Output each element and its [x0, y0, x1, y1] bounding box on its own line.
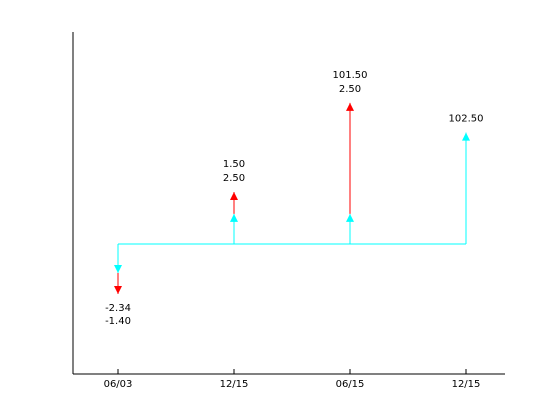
x-tick-label: 06/15 — [336, 379, 365, 390]
cash-flow-arrow — [114, 272, 122, 294]
value-label: 102.50 — [449, 114, 484, 125]
value-label: -1.40 — [105, 316, 131, 327]
x-tick-label: 06/03 — [104, 379, 133, 390]
cash-flow-arrow — [462, 132, 470, 244]
x-tick-label: 12/15 — [452, 379, 481, 390]
arrow-head — [346, 102, 354, 111]
value-label: -2.34 — [105, 303, 131, 314]
arrow-head — [230, 191, 238, 200]
cash-flow-arrow — [230, 191, 238, 214]
cash-flow-arrow — [346, 102, 354, 214]
arrow-head — [346, 213, 354, 222]
arrow-head — [114, 264, 122, 273]
arrow-head — [462, 132, 470, 141]
value-label: 1.50 — [223, 159, 245, 170]
arrow-head — [230, 213, 238, 222]
cash-flow-arrow — [346, 213, 354, 244]
cash-flow-arrow — [114, 244, 122, 273]
arrow-head — [114, 285, 122, 294]
value-label: 101.50 — [333, 70, 368, 81]
x-tick-label: 12/15 — [220, 379, 249, 390]
cash-flow-arrow — [230, 213, 238, 244]
value-label: 2.50 — [223, 173, 245, 184]
value-label: 2.50 — [339, 84, 361, 95]
